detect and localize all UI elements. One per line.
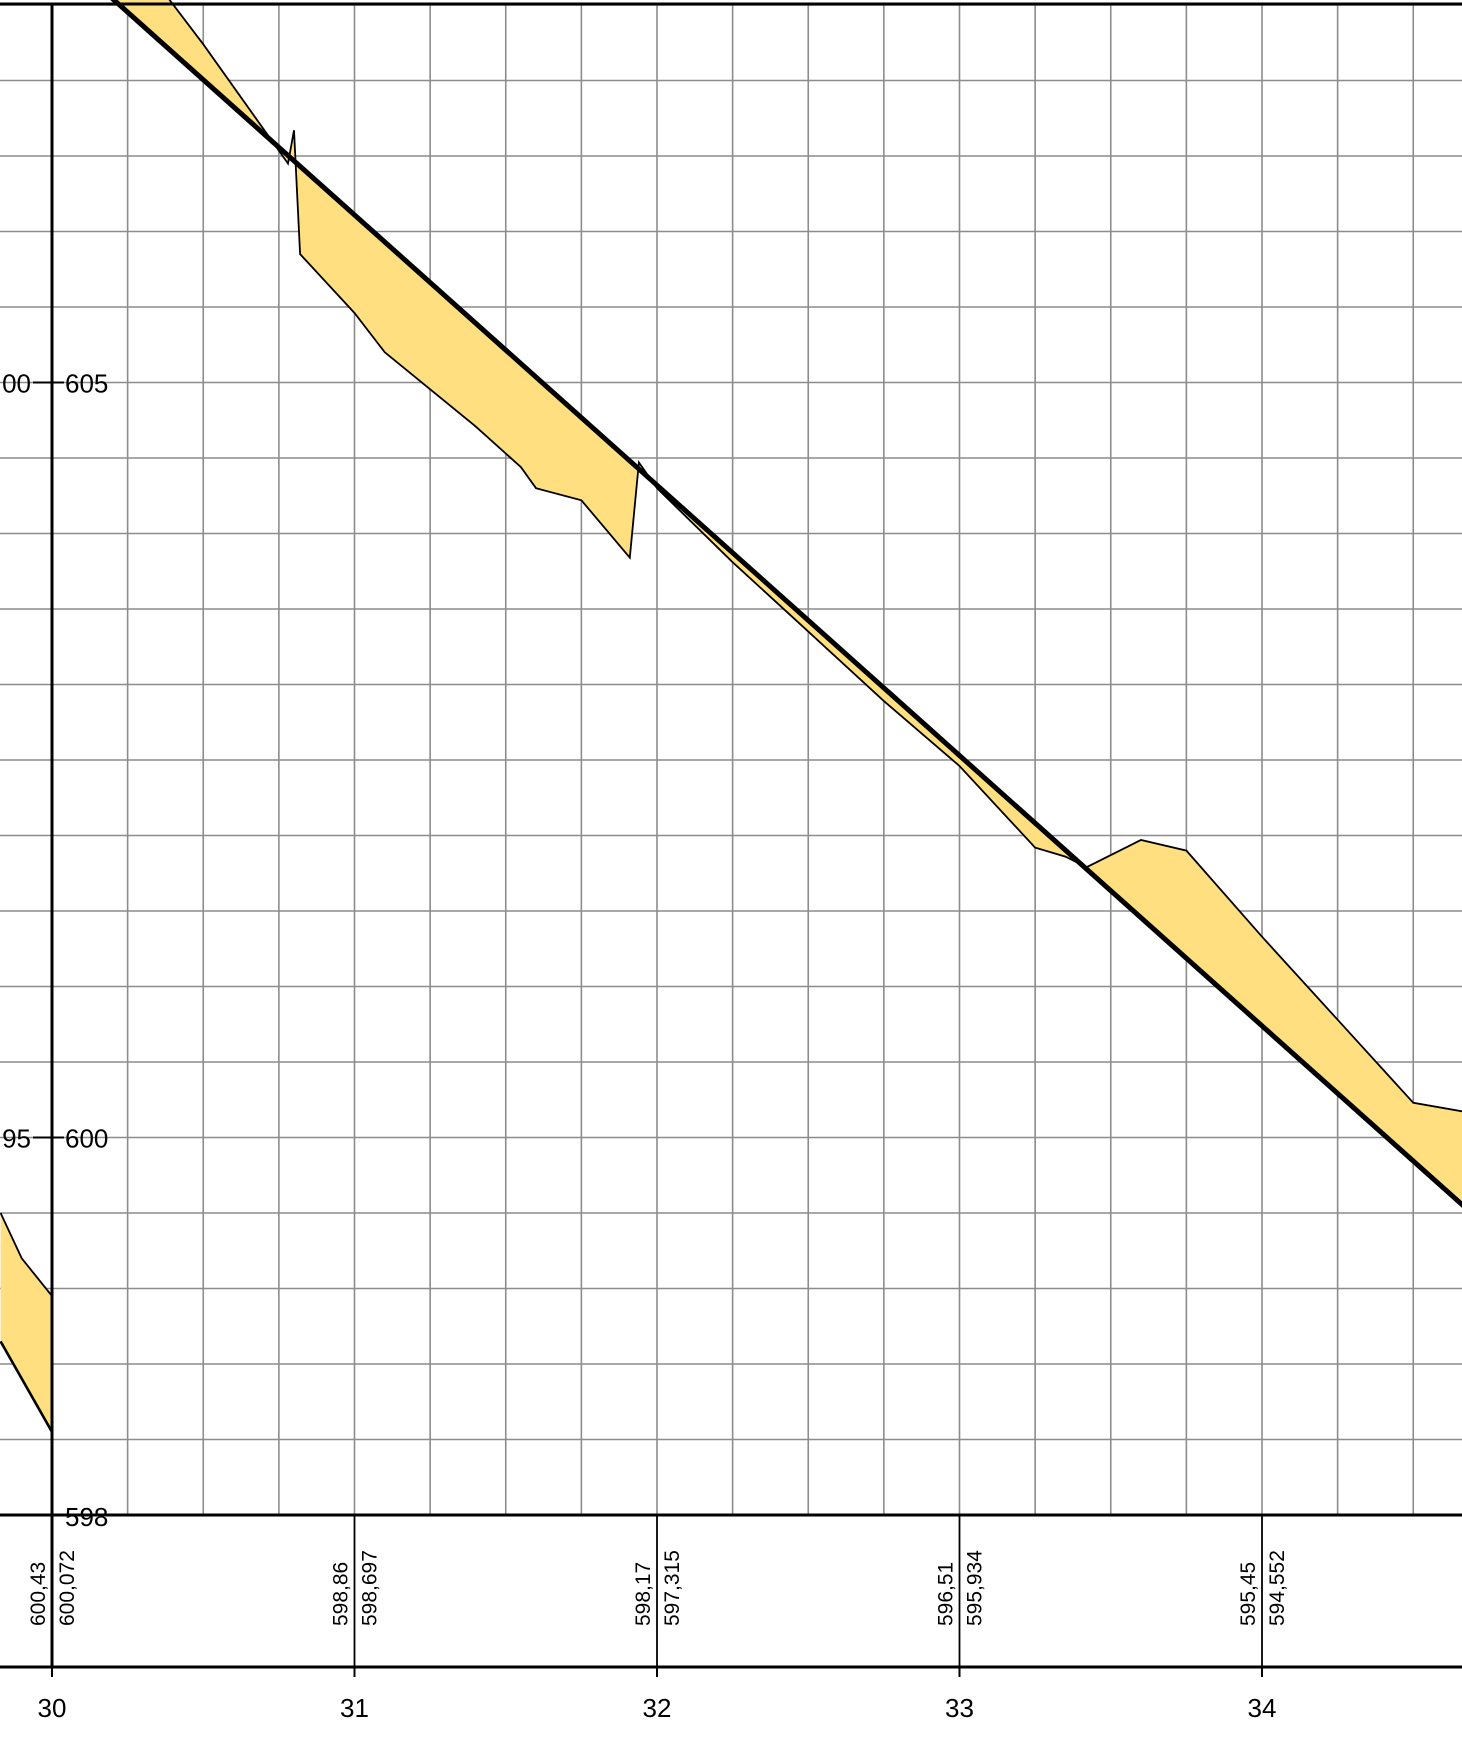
y-tick-label: 95 (2, 1124, 31, 1154)
axes (0, 2, 1462, 1677)
area-fill-segment-2 (0, 1213, 53, 1432)
x-tick-label: 33 (945, 1693, 974, 1723)
table-value: 594,552 (1266, 1550, 1289, 1626)
x-tick-label: 32 (643, 1693, 672, 1723)
ground-line-segment-1 (110, 0, 1462, 1208)
table-value: 595,45 (1237, 1562, 1260, 1626)
ground-line-segment-2 (0, 1340, 54, 1433)
upper-line-segment-2 (0, 1212, 53, 1297)
table-value: 595,934 (964, 1550, 987, 1626)
table-value: 597,315 (661, 1550, 684, 1626)
line-series (0, 0, 1462, 1433)
table-value: 600,43 (27, 1562, 50, 1626)
grid (0, 4, 1462, 1516)
x-tick-label: 31 (340, 1693, 369, 1723)
x-tick-label: 30 (38, 1693, 67, 1723)
table-value: 600,072 (56, 1550, 79, 1626)
table-value: 598,697 (359, 1550, 382, 1626)
x-tick-label: 34 (1248, 1693, 1277, 1723)
area-fill-segment-1 (113, 0, 1462, 1205)
y-tick-label: 00 (2, 369, 31, 399)
table-value: 596,51 (935, 1562, 958, 1626)
table-value: 598,17 (632, 1562, 655, 1626)
labels: 605 600 00 95 598 600,43 600,072 598,86 598,697 5… (2, 369, 1289, 1724)
y-tick-label: 600 (65, 1124, 108, 1154)
table-value: 598,86 (330, 1562, 353, 1626)
y-baseline-label: 598 (65, 1502, 108, 1532)
y-tick-label: 605 (65, 369, 108, 399)
area-series (0, 0, 1462, 1432)
